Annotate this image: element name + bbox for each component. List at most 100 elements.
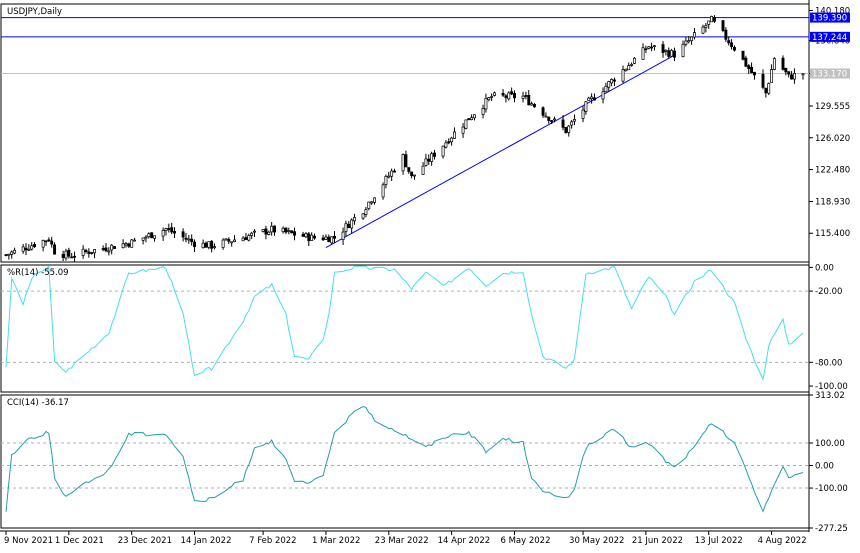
level-tag-label: 137.244 [812, 33, 847, 43]
candle-body [770, 69, 774, 83]
candle-body [567, 125, 571, 133]
candle-body [450, 137, 454, 143]
candle-body [90, 252, 94, 254]
indicator-line-CCI(14) [5, 405, 804, 513]
candle-body [141, 237, 145, 241]
candle-body [353, 217, 356, 222]
candle-body [533, 103, 536, 108]
candle-body [661, 44, 665, 53]
candle-body [24, 247, 28, 251]
candle-body [104, 247, 108, 252]
candle-body [792, 73, 796, 80]
time-tick-label: 14 Apr 2022 [438, 536, 491, 546]
candle-body [684, 40, 688, 45]
candle-body [473, 114, 476, 119]
candle-body [581, 109, 585, 119]
candle-body [764, 87, 768, 94]
candle-body [101, 248, 105, 250]
candle-body [664, 49, 668, 52]
candle-body [681, 43, 685, 57]
candle-body [150, 232, 154, 239]
candle-body [704, 25, 708, 28]
candle-body [210, 240, 214, 249]
candle-body [527, 95, 531, 106]
candle-body [593, 97, 596, 101]
candle-body [493, 92, 496, 96]
candle-body [393, 170, 396, 173]
candle-body [590, 96, 594, 100]
candle-body [93, 249, 97, 254]
candle-body [333, 235, 336, 239]
indicator-line-%R(14) [5, 265, 804, 381]
candle-body [461, 126, 465, 134]
pane-frame-2 [0, 264, 810, 393]
candle-body [281, 227, 285, 233]
candle-body [430, 153, 434, 162]
indicator-tick-label: 0.00 [815, 263, 834, 273]
candle-body [444, 142, 448, 148]
time-tick-label: 9 Nov 2021 [4, 536, 53, 546]
candle-body [67, 249, 71, 257]
candle-body [421, 165, 425, 175]
candle-body [707, 20, 711, 25]
candle-body [81, 248, 85, 256]
price-tick-label: 115.400 [815, 229, 850, 239]
time-tick-label: 30 May 2022 [569, 536, 624, 546]
candle-body [241, 237, 245, 242]
candle-body [407, 167, 411, 172]
candle-body [413, 174, 416, 177]
candle-body [610, 79, 614, 84]
candle-body [304, 233, 308, 238]
candle-body [781, 57, 785, 70]
level-tag-2 [810, 31, 850, 42]
candle-body [321, 237, 325, 241]
candle-body [313, 235, 316, 239]
level-tag-label: 133.170 [812, 69, 847, 79]
candle-body [87, 251, 91, 255]
price-tick-label: 122.480 [815, 166, 850, 176]
candle-body [187, 238, 191, 241]
candle-body [630, 64, 634, 66]
candle-body [690, 36, 694, 41]
candle-body [481, 108, 485, 115]
candle-body [224, 238, 228, 241]
price-tick-label: 140.180 [815, 6, 850, 16]
candle-body [587, 97, 591, 101]
candle-body [161, 230, 165, 237]
time-tick-label: 23 Mar 2022 [375, 536, 429, 546]
candle-body [490, 96, 494, 98]
candle-body [110, 244, 114, 251]
candle-body [521, 95, 525, 99]
candle-body [710, 15, 714, 23]
time-tick-label: 1 Mar 2022 [312, 536, 360, 546]
candle-body [170, 227, 174, 233]
candle-body [604, 85, 608, 93]
indicator-tick-label: -80.00 [815, 358, 842, 368]
candle-body [747, 65, 751, 70]
candle-body [247, 235, 251, 241]
candle-body [347, 223, 351, 229]
candle-body [361, 213, 365, 219]
candle-body [350, 219, 354, 229]
candle-body [293, 231, 296, 236]
indicator-tick-label: -20.00 [815, 287, 842, 297]
indicator-tick-label: 313.02 [815, 391, 845, 401]
candle-body [633, 57, 636, 64]
candle-body [290, 230, 294, 234]
candle-body [327, 236, 331, 243]
candle-body [287, 230, 291, 232]
candle-body [73, 255, 77, 258]
indicator-tick-label: 0.00 [815, 462, 834, 472]
time-tick-label: 14 Jan 2022 [181, 536, 232, 546]
candle-body [613, 79, 616, 82]
candle-body [524, 95, 528, 97]
candle-body [801, 73, 805, 76]
time-tick-label: 13 Jul 2022 [695, 536, 743, 546]
candle-body [784, 67, 788, 73]
candle-body [373, 197, 376, 203]
candle-body [64, 250, 68, 259]
candle-body [47, 239, 51, 242]
pane-frame-1 [0, 3, 810, 263]
candle-body [447, 141, 451, 144]
candle-body [750, 67, 754, 74]
